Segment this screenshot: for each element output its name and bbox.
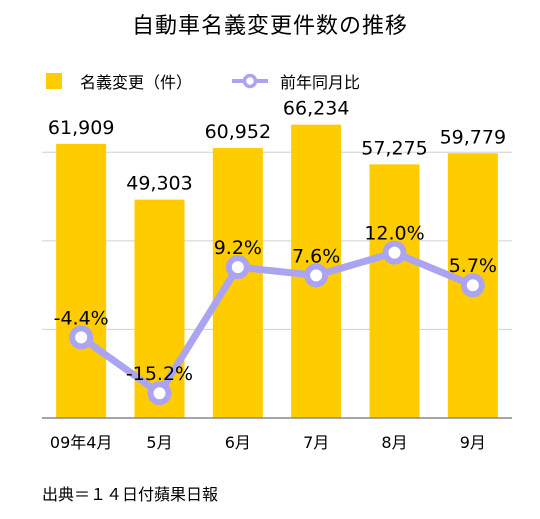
line-value-label-0: -4.4% bbox=[54, 307, 109, 329]
line-value-label-1: -15.2% bbox=[126, 363, 193, 385]
legend-line-marker-icon bbox=[232, 73, 269, 89]
legend: 名義変更（件） 前年同月比 bbox=[46, 66, 400, 96]
x-tick-label-0: 09年4月 bbox=[50, 433, 113, 452]
line-point-3 bbox=[304, 263, 329, 288]
legend-swatch-bar-icon bbox=[46, 73, 62, 89]
source-note: 出典＝１４日付蘋果日報 bbox=[42, 485, 219, 504]
bar-value-label-0: 61,909 bbox=[48, 117, 114, 139]
line-point-0 bbox=[69, 325, 94, 350]
legend-label-line: 前年同月比 bbox=[280, 73, 361, 92]
bar-value-label-2: 60,952 bbox=[205, 121, 271, 143]
bar-2 bbox=[212, 148, 263, 419]
line-value-label-2: 9.2% bbox=[214, 237, 262, 259]
line-value-label-5: 5.7% bbox=[449, 255, 497, 277]
x-tick-label-1: 5月 bbox=[146, 433, 172, 452]
line-point-5 bbox=[460, 273, 485, 298]
x-tick-label-5: 9月 bbox=[460, 433, 486, 452]
legend-item-bar: 名義変更（件） bbox=[46, 69, 192, 93]
bar-value-label-4: 57,275 bbox=[361, 137, 427, 159]
bar-value-label-3: 66,234 bbox=[283, 98, 349, 120]
line-point-2 bbox=[225, 255, 250, 280]
line-value-label-4: 12.0% bbox=[364, 223, 424, 245]
legend-label-bar: 名義変更（件） bbox=[80, 73, 193, 92]
legend-item-line: 前年同月比 bbox=[232, 69, 360, 93]
x-tick-label-3: 7月 bbox=[303, 433, 329, 452]
line-point-1 bbox=[147, 381, 172, 406]
bar-0 bbox=[56, 143, 107, 418]
bar-value-label-1: 49,303 bbox=[126, 173, 192, 195]
x-tick-label-2: 6月 bbox=[225, 433, 251, 452]
bar-value-label-5: 59,779 bbox=[440, 126, 506, 148]
chart-title: 自動車名義変更件数の推移 bbox=[131, 14, 408, 39]
x-tick-label-4: 8月 bbox=[381, 433, 407, 452]
line-point-4 bbox=[382, 240, 407, 265]
line-value-label-3: 7.6% bbox=[292, 245, 340, 267]
bar-4 bbox=[369, 164, 420, 418]
line-series bbox=[79, 249, 475, 397]
